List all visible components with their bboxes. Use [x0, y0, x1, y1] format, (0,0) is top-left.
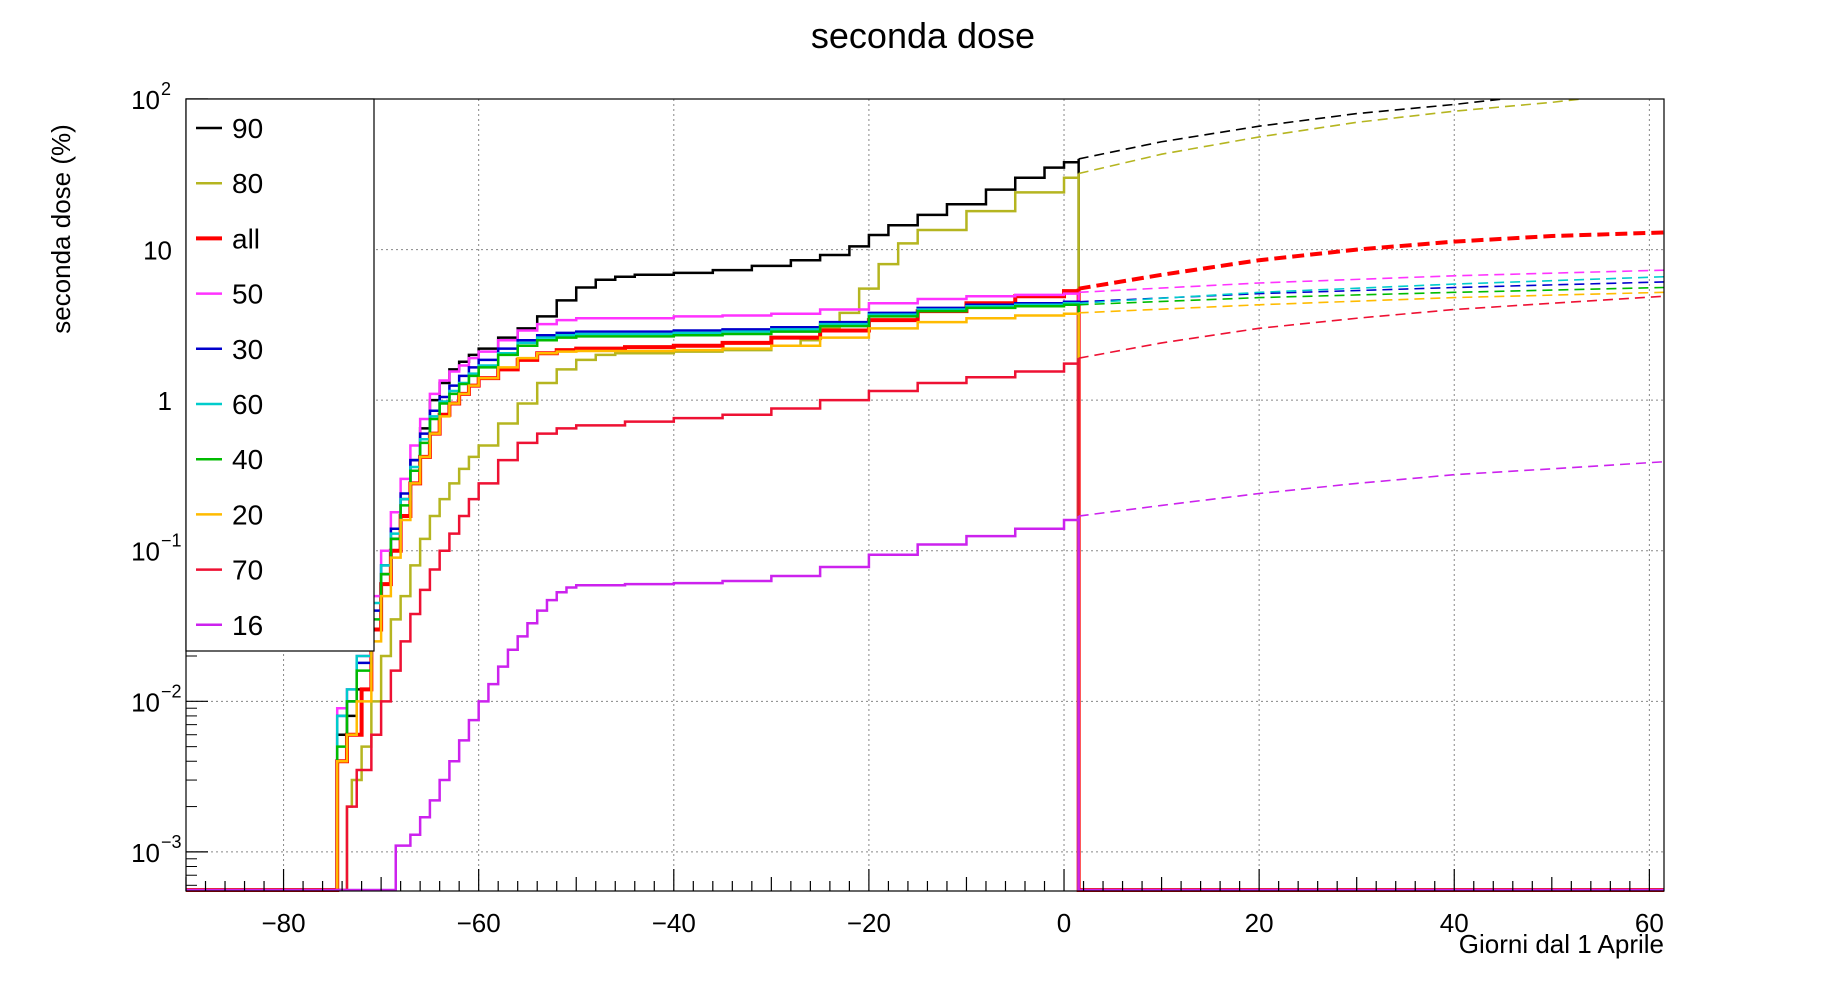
series-50-projection: [1078, 269, 1665, 294]
grid: [186, 98, 1664, 891]
plot-frame: [185, 98, 1665, 892]
series-70-line: [186, 358, 1664, 892]
series-16-projection: [1078, 460, 1665, 517]
series-30-projection: [1078, 281, 1665, 303]
series-all-projection: [1078, 230, 1665, 291]
y-tick-label-exponent: 2: [161, 79, 171, 99]
y-tick-label-base: 10: [131, 838, 160, 868]
legend-label-30: 30: [232, 334, 263, 365]
y-tick-label: 10: [143, 236, 172, 266]
legend-label-20: 20: [232, 499, 263, 530]
legend-box: [185, 98, 375, 652]
series-all-line: [186, 288, 1664, 892]
series-80-projection: [1078, 98, 1582, 175]
legend-label-80: 80: [232, 168, 263, 199]
series-16-line: [186, 516, 1664, 892]
legend-label-16: 16: [232, 610, 263, 641]
series-60-projection: [1078, 275, 1665, 305]
x-tick-label: 20: [1245, 908, 1274, 938]
y-tick-label-exponent: −2: [161, 681, 182, 701]
series-90-projection: [1078, 98, 1504, 160]
chart-title: seconda dose: [811, 15, 1035, 56]
legend: 90 80 all 50 30 60 40 20 70 16: [185, 98, 375, 652]
y-axis-label: seconda dose (%): [46, 124, 76, 334]
y-tick-label-exponent: −1: [161, 531, 182, 551]
legend-label-60: 60: [232, 389, 263, 420]
legend-label-all: all: [232, 223, 260, 254]
series-70-projection: [1078, 295, 1665, 359]
legend-label-40: 40: [232, 444, 263, 475]
series-40-projection: [1078, 286, 1665, 306]
x-tick-label: −60: [457, 908, 501, 938]
y-tick-label: 1: [158, 386, 172, 416]
series-20-line: [186, 312, 1664, 892]
x-tick-label: 0: [1057, 908, 1071, 938]
legend-label-90: 90: [232, 113, 263, 144]
x-tick-label: −80: [262, 908, 306, 938]
series-20-projection: [1078, 291, 1665, 314]
x-tick-label: 40: [1440, 908, 1469, 938]
y-tick-label-base: 10: [131, 687, 160, 717]
legend-label-70: 70: [232, 555, 263, 586]
x-tick-label: 60: [1635, 908, 1664, 938]
x-axis-label: Giorni dal 1 Aprile: [1459, 929, 1664, 959]
x-tick-label: −40: [652, 908, 696, 938]
series-40-line: [186, 303, 1664, 892]
series-80-line: [186, 173, 1664, 892]
series-90-line: [186, 158, 1664, 892]
legend-label-50: 50: [232, 279, 263, 310]
y-tick-label-base: 10: [131, 537, 160, 567]
y-tick-label-base: 10: [131, 85, 160, 115]
x-tick-label: −20: [847, 908, 891, 938]
series-layer: [186, 98, 1665, 892]
y-tick-label-exponent: −3: [161, 832, 182, 852]
series-60-line: [186, 302, 1664, 892]
